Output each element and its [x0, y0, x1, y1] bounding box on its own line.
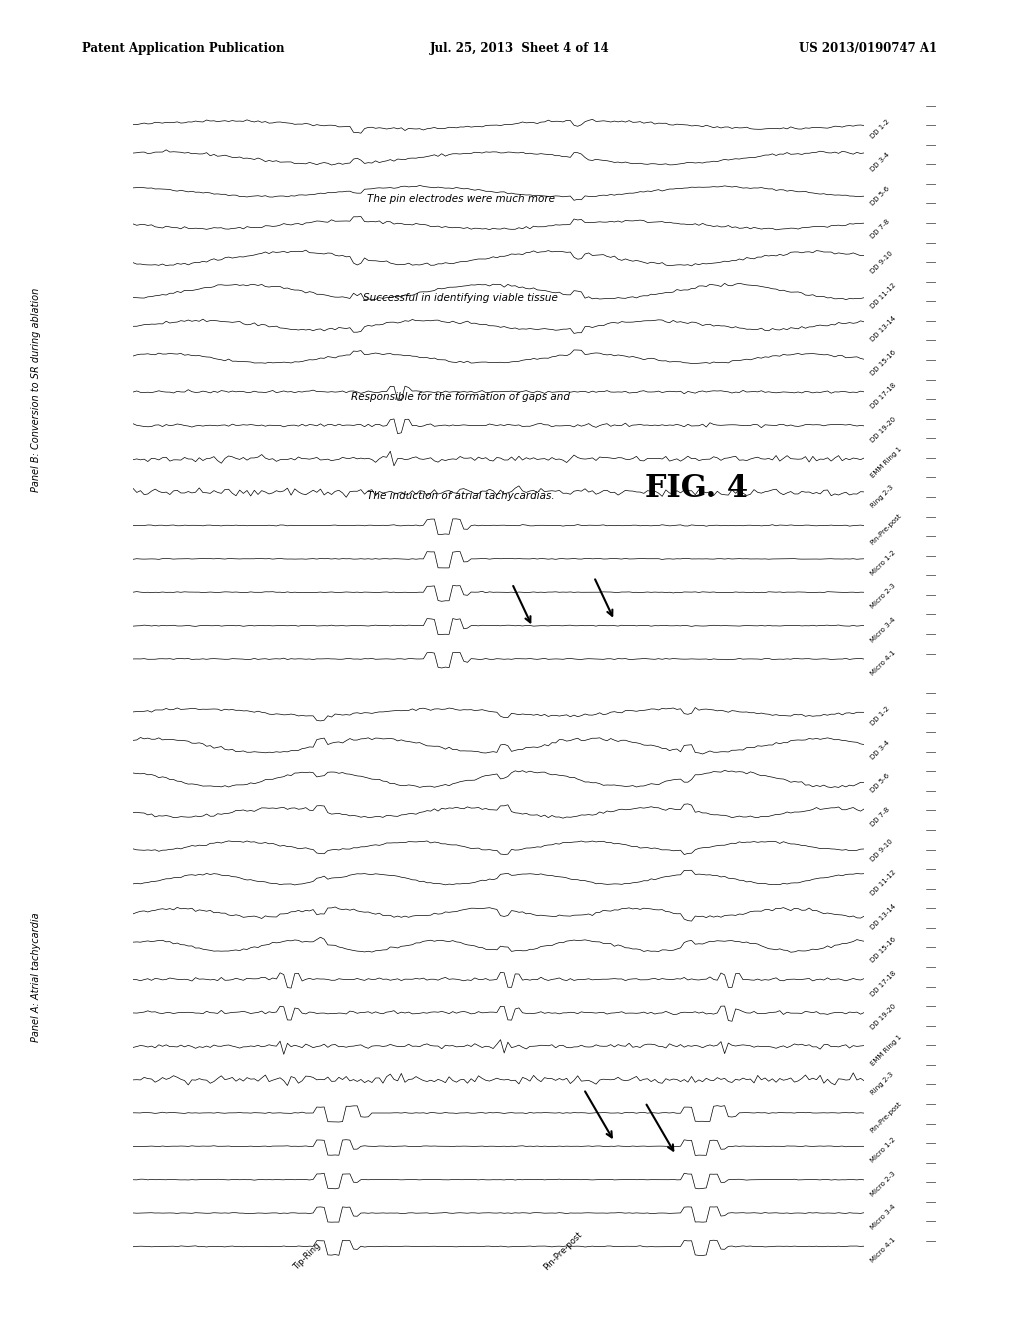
Text: EMM Ring 1: EMM Ring 1 — [869, 1034, 902, 1067]
Text: DD 11-12: DD 11-12 — [869, 282, 897, 310]
Text: DD 9-10: DD 9-10 — [869, 838, 894, 862]
Text: Ring 2-3: Ring 2-3 — [869, 1071, 894, 1096]
Text: DD 7-8: DD 7-8 — [869, 218, 891, 240]
Text: DD 13-14: DD 13-14 — [869, 315, 897, 343]
Text: DD 17-18: DD 17-18 — [869, 383, 897, 411]
Text: DD 15-16: DD 15-16 — [869, 348, 897, 376]
Text: Responsible for the formation of gaps and: Responsible for the formation of gaps an… — [351, 392, 570, 401]
Text: Micro 3-4: Micro 3-4 — [869, 1204, 897, 1230]
Text: Micro 4-1: Micro 4-1 — [869, 1237, 897, 1265]
Text: Micro 2-3: Micro 2-3 — [869, 1171, 897, 1197]
Text: Patent Application Publication: Patent Application Publication — [82, 42, 285, 55]
Text: Micro 3-4: Micro 3-4 — [869, 616, 897, 643]
Text: DD 15-16: DD 15-16 — [869, 936, 897, 964]
Text: DD 5-6: DD 5-6 — [869, 772, 891, 793]
Text: DD 1-2: DD 1-2 — [869, 706, 891, 727]
Text: DD 7-8: DD 7-8 — [869, 805, 891, 828]
Text: DD 19-20: DD 19-20 — [869, 1003, 897, 1031]
Text: DD 9-10: DD 9-10 — [869, 251, 894, 275]
Text: Successful in identifying viable tissue: Successful in identifying viable tissue — [364, 293, 558, 304]
Text: EMM Ring 1: EMM Ring 1 — [869, 446, 902, 479]
Text: DD 11-12: DD 11-12 — [869, 870, 897, 898]
Text: Tip-Ring: Tip-Ring — [292, 1241, 323, 1272]
Text: Panel B: Conversion to SR during ablation: Panel B: Conversion to SR during ablatio… — [31, 288, 41, 491]
Text: FIG. 4: FIG. 4 — [645, 473, 748, 504]
Text: Micro 2-3: Micro 2-3 — [869, 583, 897, 610]
Text: DD 3-4: DD 3-4 — [869, 739, 891, 760]
Text: US 2013/0190747 A1: US 2013/0190747 A1 — [799, 42, 937, 55]
Text: Pin-Pre-post: Pin-Pre-post — [869, 513, 903, 546]
Text: Ring 2-3: Ring 2-3 — [869, 483, 894, 508]
Text: Panel A: Atrial tachycardia: Panel A: Atrial tachycardia — [31, 912, 41, 1041]
Text: DD 1-2: DD 1-2 — [869, 119, 891, 140]
Text: Micro 1-2: Micro 1-2 — [869, 549, 897, 577]
Text: Jul. 25, 2013  Sheet 4 of 14: Jul. 25, 2013 Sheet 4 of 14 — [430, 42, 610, 55]
Text: DD 13-14: DD 13-14 — [869, 903, 897, 931]
Text: DD 19-20: DD 19-20 — [869, 416, 897, 444]
Text: Pin-Pre-post: Pin-Pre-post — [869, 1101, 903, 1134]
Text: Pin-Pre-post: Pin-Pre-post — [542, 1230, 585, 1272]
Text: Micro 1-2: Micro 1-2 — [869, 1137, 897, 1164]
Text: DD 3-4: DD 3-4 — [869, 152, 891, 173]
Text: The induction of atrial tachycardias.: The induction of atrial tachycardias. — [367, 491, 555, 500]
Text: DD 5-6: DD 5-6 — [869, 185, 891, 206]
Text: DD 17-18: DD 17-18 — [869, 970, 897, 998]
Text: The pin electrodes were much more: The pin electrodes were much more — [367, 194, 555, 205]
Text: Micro 4-1: Micro 4-1 — [869, 649, 897, 677]
